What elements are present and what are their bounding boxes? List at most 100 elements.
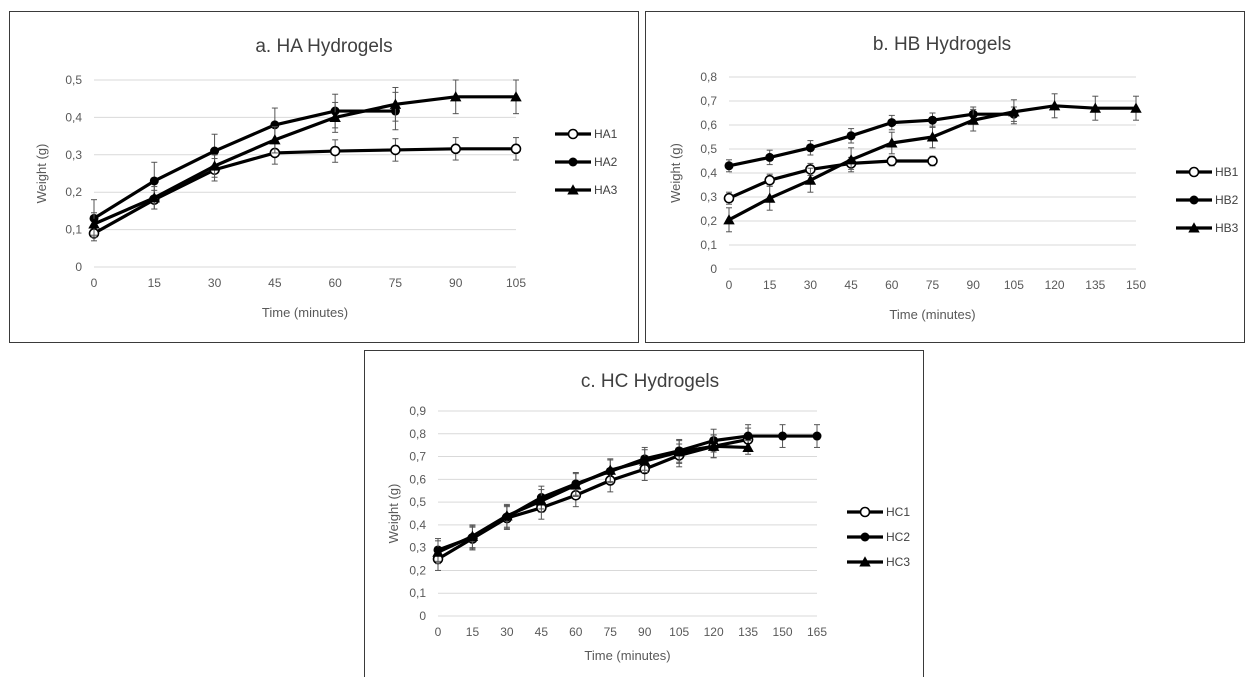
y-tick-label: 0,7 <box>409 450 426 464</box>
legend-marker <box>1189 195 1199 205</box>
x-tick-label: 15 <box>763 278 777 292</box>
legend-label: HB2 <box>1215 193 1239 207</box>
data-point <box>846 131 856 141</box>
data-point <box>886 137 898 148</box>
legend-label: HC2 <box>886 530 910 544</box>
y-tick-label: 0,3 <box>65 148 82 162</box>
y-tick-label: 0,5 <box>409 495 426 509</box>
chart-title: a. HA Hydrogels <box>255 36 392 57</box>
legend-label: HC1 <box>886 505 910 519</box>
y-tick-label: 0,6 <box>700 118 717 132</box>
series-hb2 <box>724 106 1019 173</box>
data-point <box>764 174 775 186</box>
data-point <box>604 464 616 475</box>
x-tick-label: 30 <box>500 625 514 639</box>
x-tick-label: 15 <box>466 625 480 639</box>
chart-hb-svg: 0 0,1 0,2 0,3 0,4 0,5 0,6 0,7 0,8 0 15 30 45 60 75 90 10… <box>668 34 1239 322</box>
x-tick-label: 45 <box>268 276 282 290</box>
data-point <box>742 441 754 453</box>
data-point <box>535 495 548 506</box>
data-point <box>501 510 513 521</box>
data-point <box>269 134 281 145</box>
chart-title: c. HC Hydrogels <box>581 371 719 392</box>
legend-label: HA3 <box>594 183 618 197</box>
y-tick-label: 0,8 <box>409 427 426 441</box>
legend-marker <box>567 184 579 195</box>
series-line <box>437 437 749 561</box>
y-tick-label: 0,2 <box>65 185 82 199</box>
legend-label: HA2 <box>594 155 618 169</box>
chart-panel-hc: 0 0,1 0,2 0,3 0,4 0,5 0,6 0,7 0,8 0,9 0 15 30 45 60 75 9… <box>364 350 924 677</box>
data-point <box>1130 102 1142 113</box>
series-line <box>93 95 516 226</box>
x-tick-label: 0 <box>726 278 733 292</box>
data-point <box>329 145 341 157</box>
x-tick-label: 0 <box>435 625 442 639</box>
legend-label: HC3 <box>886 555 910 569</box>
data-point <box>1048 100 1061 111</box>
data-point <box>1089 102 1101 113</box>
chart-hc-svg: 0 0,1 0,2 0,3 0,4 0,5 0,6 0,7 0,8 0,9 0 15 30 45 60 75 9… <box>386 371 910 663</box>
chart-ha-svg: 0 0,1 0,2 0,3 0,4 0,5 0 15 30 45 60 75 90 105 a. HA Hy… <box>34 36 618 320</box>
data-point <box>329 111 341 122</box>
series-hc2 <box>433 424 822 562</box>
x-tick-label: 15 <box>148 276 162 290</box>
data-point <box>210 146 220 156</box>
data-point <box>450 91 462 102</box>
y-tick-label: 0,3 <box>409 541 426 555</box>
data-point <box>812 431 822 441</box>
legend-marker <box>567 128 579 140</box>
x-tick-label: 75 <box>389 276 403 290</box>
data-point <box>389 98 402 109</box>
y-tick-label: 0,5 <box>700 142 717 156</box>
x-axis-label: Time (minutes) <box>262 305 348 320</box>
data-point <box>707 440 720 451</box>
y-tick-label: 0,1 <box>409 586 426 600</box>
x-tick-label: 120 <box>704 625 724 639</box>
series-line <box>93 147 516 235</box>
data-point <box>778 431 788 441</box>
data-point <box>208 160 221 171</box>
data-point <box>723 214 735 225</box>
y-tick-label: 0 <box>419 609 426 623</box>
x-tick-label: 150 <box>1126 278 1146 292</box>
x-tick-label: 30 <box>208 276 222 290</box>
y-tick-label: 0,5 <box>65 73 82 87</box>
y-tick-label: 0,6 <box>409 472 426 486</box>
y-tick-label: 0,4 <box>409 518 426 532</box>
y-tick-label: 0,4 <box>65 110 82 124</box>
legend-label: HB3 <box>1215 221 1239 235</box>
data-point <box>724 161 734 171</box>
series-hb3 <box>723 93 1142 233</box>
series-line <box>728 112 1014 168</box>
data-point <box>927 155 938 167</box>
y-tick-label: 0,3 <box>700 190 717 204</box>
x-tick-label: 105 <box>669 625 689 639</box>
data-point <box>804 174 817 185</box>
x-tick-label: 0 <box>91 276 98 290</box>
data-point <box>805 143 815 153</box>
y-tick-label: 0,1 <box>700 238 717 252</box>
series-hc3 <box>432 434 754 565</box>
data-point <box>432 546 444 557</box>
y-axis-label: Weight (g) <box>34 144 49 204</box>
legend-marker <box>1188 166 1200 178</box>
legend-marker <box>859 506 871 518</box>
series-line <box>728 159 933 200</box>
legend-marker <box>860 532 870 542</box>
data-point <box>466 530 479 541</box>
data-point <box>887 118 897 128</box>
x-tick-label: 90 <box>967 278 981 292</box>
x-tick-label: 135 <box>738 625 758 639</box>
y-tick-label: 0,2 <box>700 214 717 228</box>
x-axis-label: Time (minutes) <box>889 307 975 322</box>
x-tick-label: 165 <box>807 625 827 639</box>
y-tick-label: 0 <box>75 260 82 274</box>
data-point <box>450 143 462 155</box>
legend-label: HA1 <box>594 127 618 141</box>
x-tick-label: 30 <box>804 278 818 292</box>
x-tick-label: 45 <box>844 278 858 292</box>
y-axis-label: Weight (g) <box>668 143 683 203</box>
x-tick-label: 60 <box>328 276 342 290</box>
x-tick-label: 45 <box>535 625 549 639</box>
